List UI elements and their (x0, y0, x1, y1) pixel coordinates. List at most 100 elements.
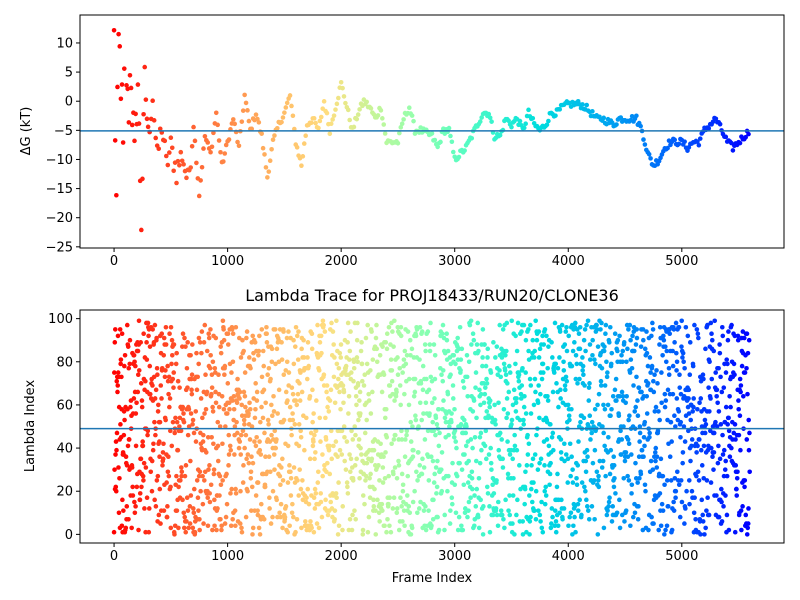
lambda-point (300, 478, 305, 483)
lambda-point (510, 456, 516, 462)
lambda-point (265, 417, 271, 423)
lambda-point (497, 322, 503, 328)
lambda-point (236, 445, 242, 451)
lambda-point (173, 415, 178, 421)
lambda-point (261, 516, 267, 522)
lambda-point (539, 499, 544, 505)
lambda-point (121, 409, 127, 414)
lambda-point (421, 411, 426, 416)
lambda-point (259, 374, 265, 380)
lambda-point (649, 363, 655, 369)
lambda-point (552, 523, 558, 529)
lambda-point (318, 491, 324, 496)
delta-g-point (259, 131, 264, 136)
lambda-point (431, 497, 436, 503)
lambda-point (404, 353, 410, 358)
lambda-point (483, 363, 489, 369)
lambda-point (626, 478, 632, 483)
lambda-point (434, 422, 440, 427)
lambda-point (626, 417, 631, 423)
lambda-point (213, 335, 219, 341)
lambda-point (554, 381, 559, 386)
lambda-point (630, 333, 635, 339)
lambda-point (550, 355, 555, 360)
lambda-point (453, 439, 459, 444)
lambda-point (706, 512, 712, 518)
lambda-point (257, 447, 263, 453)
lambda-point (245, 488, 250, 494)
lambda-point (331, 374, 337, 380)
lambda-point (261, 363, 267, 369)
lambda-point (309, 346, 315, 352)
lambda-point (181, 411, 186, 416)
lambda-point (430, 516, 436, 522)
lambda-point (703, 525, 708, 531)
lambda-point (160, 463, 165, 468)
lambda-point (269, 402, 274, 408)
x-tick-label: 2000 (325, 549, 358, 564)
lambda-point (115, 370, 121, 375)
lambda-point (562, 387, 568, 393)
lambda-point (747, 430, 752, 436)
lambda-point (533, 516, 539, 522)
lambda-point (425, 428, 431, 434)
lambda-point (424, 376, 429, 382)
lambda-point (264, 331, 269, 337)
lambda-point (589, 430, 595, 436)
lambda-point (657, 491, 663, 496)
lambda-point (240, 480, 246, 485)
lambda-point (310, 387, 315, 393)
lambda-point (467, 322, 473, 328)
lambda-point (668, 478, 674, 483)
lambda-point (647, 355, 653, 360)
lambda-point (515, 497, 520, 503)
delta-g-point (409, 113, 415, 118)
lambda-point (379, 389, 385, 395)
lambda-point (347, 348, 353, 354)
lambda-point (153, 432, 158, 438)
x-tick-label: 1000 (211, 254, 244, 269)
lambda-point (294, 516, 300, 522)
lambda-point (551, 370, 557, 375)
lambda-point (332, 400, 338, 406)
delta-g-point (213, 110, 219, 116)
lambda-point (198, 488, 203, 494)
lambda-point (469, 342, 474, 347)
lambda-point (581, 415, 587, 421)
lambda-point (115, 389, 120, 395)
lambda-point (485, 346, 491, 352)
lambda-point (210, 409, 216, 414)
lambda-point (507, 370, 513, 375)
lambda-point (495, 523, 501, 529)
lambda-point (232, 508, 238, 513)
lambda-point (152, 322, 158, 328)
lambda-point (211, 471, 217, 477)
lambda-point (699, 463, 705, 468)
lambda-point (305, 486, 311, 492)
lambda-point (129, 525, 134, 531)
lambda-point (350, 512, 355, 518)
lambda-point (422, 437, 428, 442)
lambda-point (457, 460, 462, 466)
delta-g-point (435, 144, 440, 150)
lambda-point (247, 400, 252, 406)
lambda-point (184, 365, 190, 371)
lambda-point (737, 413, 743, 419)
lambda-point (181, 510, 187, 516)
delta-g-point (143, 97, 149, 102)
lambda-point (448, 508, 453, 513)
lambda-point (345, 491, 351, 496)
lambda-point (221, 406, 227, 412)
lambda-point (698, 447, 704, 453)
lambda-point (628, 337, 633, 343)
lambda-point (713, 419, 718, 425)
delta-g-point (300, 154, 306, 159)
lambda-point (121, 508, 126, 513)
delta-g-point (115, 84, 120, 90)
lambda-point (335, 454, 340, 460)
lambda-point (513, 400, 519, 406)
lambda-point (536, 329, 542, 334)
lambda-point (463, 430, 469, 436)
lambda-point (458, 357, 464, 362)
delta-g-point (265, 175, 270, 180)
